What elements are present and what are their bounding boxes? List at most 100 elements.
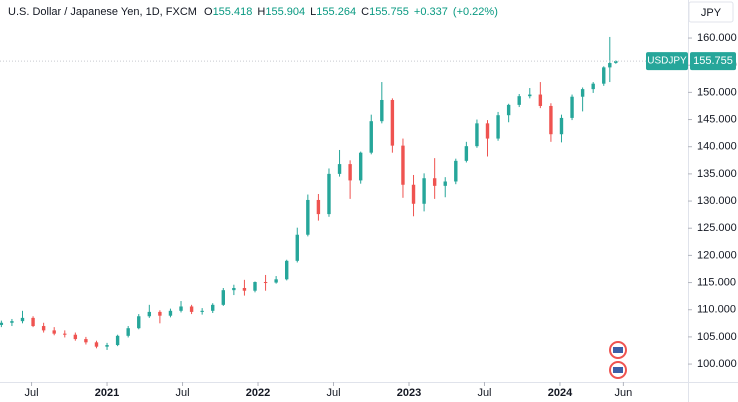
candle bbox=[602, 66, 606, 86]
candle bbox=[401, 138, 405, 198]
candle bbox=[327, 168, 331, 217]
candle-body bbox=[549, 105, 553, 135]
candle bbox=[496, 111, 500, 141]
candle bbox=[232, 284, 236, 296]
candle-body bbox=[432, 178, 437, 186]
candle bbox=[316, 193, 321, 221]
ohlc-label: O bbox=[204, 6, 213, 18]
y-tick-label: 110.000 bbox=[697, 304, 736, 316]
candle-body bbox=[443, 181, 447, 186]
candle-body bbox=[380, 99, 384, 122]
x-tick-label: Jul bbox=[326, 387, 340, 399]
candle-body bbox=[52, 330, 56, 334]
event-flag[interactable] bbox=[609, 341, 627, 359]
candle bbox=[31, 316, 35, 328]
candle bbox=[84, 336, 88, 345]
ohlc-label: L bbox=[310, 6, 316, 18]
candle bbox=[211, 303, 215, 313]
candle-body bbox=[20, 317, 25, 322]
candle-body bbox=[390, 99, 395, 146]
candle-body bbox=[327, 173, 331, 215]
candle bbox=[274, 276, 278, 284]
ohlc-value: 155.755 bbox=[369, 6, 409, 18]
candle bbox=[137, 314, 141, 330]
price-badge bbox=[690, 52, 736, 71]
candle bbox=[475, 119, 479, 148]
event-flag[interactable] bbox=[609, 361, 627, 379]
candle-body bbox=[84, 339, 88, 343]
candle-body bbox=[358, 152, 363, 181]
currency-label[interactable]: JPY bbox=[701, 7, 722, 19]
candle-body bbox=[105, 345, 109, 347]
candle-body bbox=[348, 164, 352, 181]
candle-body bbox=[168, 310, 173, 316]
candle bbox=[94, 340, 99, 349]
candle-body bbox=[147, 311, 152, 317]
candle-body bbox=[614, 61, 618, 63]
candle-body bbox=[454, 160, 458, 182]
candle-body bbox=[580, 89, 585, 97]
y-tick-label: 105.000 bbox=[697, 331, 737, 343]
candle-body bbox=[94, 342, 99, 347]
change: +0.337 bbox=[414, 6, 448, 18]
candle-body bbox=[73, 334, 78, 340]
y-tick-label: 120.000 bbox=[697, 249, 737, 261]
y-tick-label: 115.000 bbox=[697, 276, 736, 288]
candle-body bbox=[570, 96, 574, 118]
ohlc-label: C bbox=[361, 6, 369, 18]
candle-body bbox=[295, 234, 299, 261]
candle-body bbox=[211, 304, 215, 311]
candle bbox=[147, 304, 152, 318]
candle-body bbox=[0, 322, 4, 325]
candle bbox=[337, 149, 342, 177]
candle bbox=[580, 87, 585, 112]
candle-body bbox=[306, 199, 310, 235]
candle bbox=[115, 334, 120, 347]
candle-body bbox=[602, 67, 606, 84]
candle bbox=[253, 281, 257, 293]
currency-button[interactable] bbox=[688, 1, 734, 23]
ohlc-value: 155.904 bbox=[265, 6, 305, 18]
candle-body bbox=[41, 326, 46, 331]
candle-body bbox=[221, 290, 225, 305]
candle bbox=[41, 322, 46, 333]
candle bbox=[126, 326, 130, 338]
candle-body bbox=[115, 335, 120, 346]
candle bbox=[506, 103, 511, 123]
plot-area bbox=[0, 36, 618, 350]
symbol-title: U.S. Dollar / Japanese Yen, 1D, FXCM bbox=[8, 6, 197, 18]
x-tick-label: 2021 bbox=[95, 387, 119, 399]
candle-body bbox=[337, 164, 342, 174]
candle-body bbox=[485, 123, 490, 139]
candle bbox=[549, 103, 553, 142]
candle-body bbox=[517, 96, 521, 105]
ohlc-value: 155.418 bbox=[213, 6, 253, 18]
candle bbox=[369, 114, 373, 155]
candle-body bbox=[464, 146, 469, 161]
candle-body bbox=[496, 115, 500, 139]
candle-body bbox=[63, 333, 67, 335]
candle-body bbox=[31, 317, 35, 327]
candle-body bbox=[559, 117, 564, 135]
candle bbox=[380, 82, 384, 124]
candle bbox=[10, 318, 14, 327]
candle-body bbox=[137, 316, 141, 329]
candle-body bbox=[316, 199, 321, 215]
y-tick-label: 160.000 bbox=[697, 32, 737, 44]
candle-body bbox=[189, 306, 194, 312]
candle bbox=[390, 98, 395, 153]
y-tick-label: 150.000 bbox=[697, 86, 737, 98]
candle bbox=[306, 194, 310, 237]
candle bbox=[0, 320, 4, 328]
candle-body bbox=[253, 282, 257, 291]
candle bbox=[559, 114, 564, 143]
ohlc-value: 155.264 bbox=[316, 6, 356, 18]
candle bbox=[454, 158, 458, 185]
candle-body bbox=[422, 178, 426, 204]
y-tick-label: 130.000 bbox=[697, 195, 737, 207]
x-tick-label: 2023 bbox=[397, 387, 421, 399]
y-tick-label: 135.000 bbox=[697, 168, 737, 180]
